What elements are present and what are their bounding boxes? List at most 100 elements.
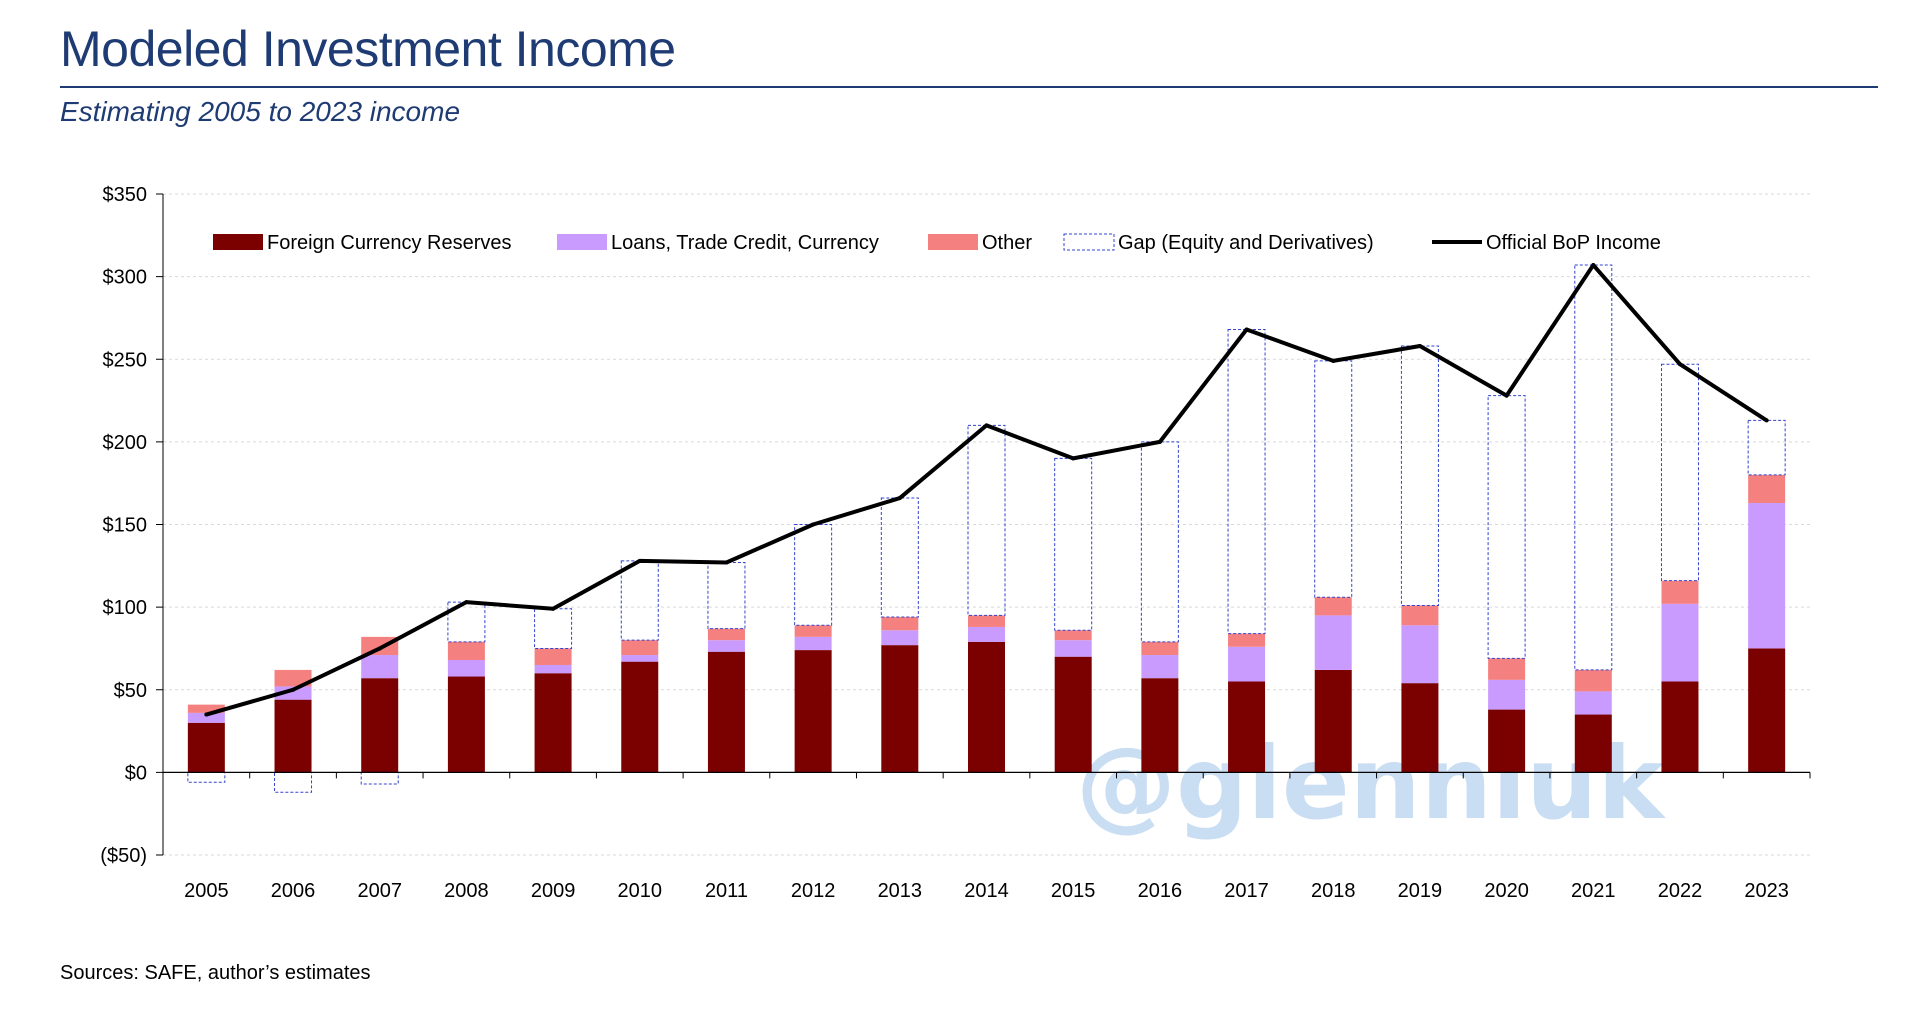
x-tick-label: 2016 [1138,880,1183,902]
bar-reserves [361,678,399,773]
bar-other [1574,669,1612,692]
page-subtitle: Estimating 2005 to 2023 income [60,96,461,127]
x-tick-label: 2022 [1658,880,1703,902]
bar-other [621,640,659,656]
y-tick-label: ($50) [100,845,147,867]
line-point [1677,362,1682,367]
bar-series [187,264,1786,793]
bar-other [968,615,1005,627]
bar-other [1141,641,1179,656]
bar-reserves [621,661,659,773]
legend-label-loans-trade-credit-currency: Loans, Trade Credit, Currency [611,232,879,254]
x-tick-label: 2005 [184,880,229,902]
bar-gap [360,771,399,785]
bar-loans [1574,691,1612,715]
bar-gap [1660,363,1699,582]
line-point [724,560,729,565]
x-tick-label: 2012 [791,880,836,902]
bar-reserves [881,645,919,773]
bar-loans [1228,646,1266,682]
bar-loans [1141,655,1179,679]
line-point [1591,263,1596,268]
bar-other [707,628,745,641]
legend-swatch-other [928,234,978,250]
bar-loans [534,664,572,674]
bar-other [1228,633,1266,647]
bar-reserves [534,673,572,773]
bar-gap [794,524,833,626]
x-tick-label: 2010 [618,880,663,902]
bar-loans [274,686,312,700]
source-note: Sources: SAFE, author’s estimates [60,962,371,984]
bar-gap [187,771,226,783]
y-tick-label: $200 [103,432,148,454]
bar-loans [1661,603,1699,682]
x-tick-label: 2011 [705,880,748,902]
legend-label-foreign-currency-reserves: Foreign Currency Reserves [267,232,512,254]
bar-loans [1314,615,1352,670]
y-tick-label: $250 [103,349,148,371]
y-tick-label: $0 [125,762,147,784]
bar-loans [794,636,832,651]
bar-other [881,617,919,631]
x-tick-label: 2020 [1484,880,1529,902]
y-tick-label: $150 [103,515,148,537]
bar-reserves [447,676,485,773]
bar-reserves [968,641,1005,773]
bar-other [1401,605,1439,626]
bar-gap [880,497,919,618]
line-point [984,423,989,428]
bar-gap [274,771,313,793]
x-tick-label: 2019 [1398,880,1443,902]
bar-reserves [1574,714,1612,773]
line-point [1244,327,1249,332]
x-tick-label: 2018 [1311,880,1356,902]
x-tick-label: 2013 [878,880,923,902]
x-tick-label: 2008 [444,880,489,902]
x-tick-label: 2007 [357,880,402,902]
bar-reserves [1228,681,1266,773]
x-tick-label: 2006 [271,880,316,902]
legend-label-gap-equity-and-derivatives: Gap (Equity and Derivatives) [1118,232,1374,254]
line-point [897,496,902,501]
bar-loans [621,655,659,662]
legend-swatch-foreign-currency-reserves [213,234,263,250]
bar-gap [1140,441,1179,643]
bar-gap [1227,329,1266,635]
page-title: Modeled Investment Income [60,21,676,77]
bar-gap [707,562,746,630]
line-point [291,687,296,692]
bar-gap [1054,457,1093,631]
bar-loans [1488,679,1526,710]
bar-reserves [1661,681,1699,773]
bar-loans [447,660,485,677]
bar-other [534,648,572,665]
bar-reserves [1401,683,1439,773]
line-series [204,263,1769,717]
legend-label-official-bop-income: Official BoP Income [1486,232,1661,254]
bar-other [1661,580,1699,604]
bar-reserves [274,699,312,773]
bar-loans [707,640,745,652]
x-tick-label: 2023 [1744,880,1789,902]
x-tick-label: 2009 [531,880,576,902]
bar-gap [967,424,1006,616]
line-point [551,606,556,611]
y-tick-label: $100 [103,597,148,619]
bar-other [1488,658,1526,680]
bar-reserves [187,722,225,773]
bar-reserves [1141,678,1179,773]
bar-loans [881,630,919,646]
bar-other [794,625,832,637]
y-tick-label: $50 [114,680,147,702]
bar-other [1748,474,1786,504]
legend: Foreign Currency Reserves Loans, Trade Cr… [213,232,1661,254]
bar-gap [1314,360,1353,598]
line-point [811,522,816,527]
x-tick-label: 2014 [964,880,1009,902]
bar-other [187,704,225,713]
bar-other [447,641,485,661]
line-point [1157,439,1162,444]
bar-reserves [1314,669,1352,773]
